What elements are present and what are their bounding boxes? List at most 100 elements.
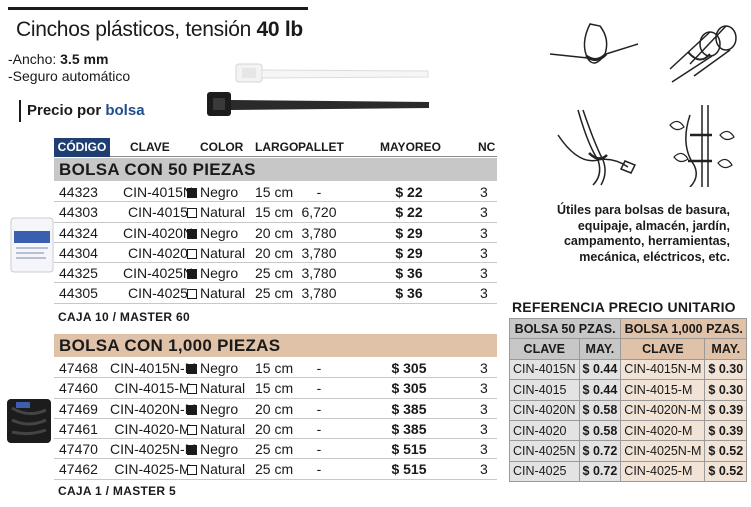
- cell-code: 47462: [59, 461, 98, 478]
- section-bag-1000-packing: CAJA 1 / MASTER 5: [58, 484, 177, 498]
- cell-mayoreo: $ 385: [391, 420, 427, 437]
- table-row: CIN-4025 $ 0.72 CIN-4025-M $ 0.52: [509, 460, 748, 483]
- col-clave-header: CLAVE: [130, 140, 170, 154]
- cell-nc: 3: [480, 265, 488, 282]
- ref-may-header: MAY.: [578, 338, 622, 360]
- cell-mayoreo: $ 22: [395, 184, 423, 200]
- cell-nc: 3: [480, 441, 488, 458]
- cell-nc: 3: [480, 285, 488, 302]
- cell-color: Natural: [187, 203, 245, 221]
- cell-clave: CIN-4020N-M: [110, 400, 197, 417]
- color-label: Natural: [200, 380, 246, 397]
- ref-price-50: $ 0.44: [578, 379, 622, 401]
- cell-pallet: -: [316, 461, 322, 478]
- cell-code: 47460: [59, 380, 98, 397]
- cell-mayoreo: $ 36: [395, 285, 423, 302]
- color-swatch: [187, 289, 197, 300]
- cell-largo: 25 cm: [255, 441, 294, 458]
- cell-clave: CIN-4025: [128, 285, 188, 302]
- black-cable-tie-image: [207, 92, 429, 116]
- ref-clave-header: CLAVE: [509, 338, 580, 360]
- cell-color: Negro: [187, 440, 238, 458]
- table-row: CIN-4025N $ 0.72 CIN-4025N-M $ 0.52: [509, 440, 748, 462]
- ref-price-1000: $ 0.30: [704, 379, 748, 401]
- cell-nc: 3: [480, 400, 488, 417]
- color-swatch: [187, 465, 197, 476]
- cell-code: 44323: [59, 184, 98, 200]
- ref-price-50: $ 0.44: [578, 358, 622, 381]
- cell-nc: 3: [480, 244, 488, 261]
- section-bag-1000-title: BOLSA CON 1,000 PIEZAS: [54, 334, 497, 357]
- color-label: Negro: [200, 400, 239, 417]
- cell-code: 44304: [59, 244, 98, 261]
- color-swatch: [187, 248, 197, 259]
- cell-pallet: -: [316, 380, 322, 397]
- ref-price-1000: $ 0.52: [704, 440, 748, 462]
- cell-pallet: 6,720: [301, 204, 337, 221]
- cable-bundle-illustration: [557, 109, 637, 186]
- white-cable-tie-image: [235, 63, 429, 83]
- cell-code: 44303: [59, 204, 98, 221]
- cell-clave: CIN-4015-M: [114, 380, 191, 397]
- color-label: Natural: [200, 461, 246, 478]
- cell-mayoreo: $ 515: [391, 461, 427, 478]
- ref-group-50: BOLSA 50 PZAS.: [508, 317, 622, 340]
- ref-clave-50: CIN-4025: [509, 460, 580, 483]
- ref-may-header: MAY.: [704, 338, 748, 360]
- cell-pallet: -: [316, 441, 322, 458]
- col-nc-header: NC: [478, 140, 496, 154]
- color-swatch: [187, 188, 197, 198]
- cell-largo: 20 cm: [255, 244, 294, 261]
- cell-color: Natural: [187, 420, 245, 438]
- color-label: Natural: [200, 285, 246, 302]
- table-row: 44305 CIN-4025 Natural 25 cm 3,780 $ 36 3: [54, 283, 497, 304]
- usage-line: equipaje, almacén, jardín,: [577, 218, 730, 233]
- ref-clave-50: CIN-4020: [509, 419, 580, 442]
- usage-line: campamento, herramientas,: [563, 234, 730, 248]
- color-label: Natural: [200, 420, 246, 437]
- table-row: 47461 CIN-4020-M Natural 20 cm - $ 385 3: [54, 419, 497, 440]
- cell-code: 47468: [59, 360, 98, 376]
- cell-mayoreo: $ 29: [395, 224, 423, 241]
- color-swatch: [187, 208, 197, 219]
- cell-nc: 3: [480, 380, 488, 397]
- ref-clave-1000: CIN-4015N-M: [620, 358, 706, 381]
- usage-line: Útiles para bolsas de basura,: [557, 203, 730, 217]
- cell-clave: CIN-4020N: [122, 224, 194, 241]
- color-swatch: [187, 269, 197, 280]
- table-row: 44323 CIN-4015N Negro 15 cm - $ 22 3: [54, 182, 497, 203]
- cell-color: Negro: [187, 359, 238, 377]
- color-label: Negro: [200, 224, 239, 241]
- table-row: 44304 CIN-4020 Natural 20 cm 3,780 $ 29 3: [54, 243, 497, 264]
- cell-pallet: -: [316, 400, 322, 417]
- cell-nc: 3: [480, 204, 488, 221]
- col-color-header: COLOR: [200, 140, 244, 154]
- table-row: 47468 CIN-4015N-M Negro 15 cm - $ 305 3: [54, 358, 497, 379]
- cell-code: 44324: [59, 224, 98, 241]
- cell-code: 44325: [59, 265, 98, 282]
- cell-clave: CIN-4015N-M: [110, 360, 197, 376]
- cell-largo: 20 cm: [255, 224, 294, 241]
- cell-mayoreo: $ 515: [391, 441, 427, 458]
- ref-group-1000: BOLSA 1,000 PZAS.: [620, 317, 748, 340]
- price-per-bag-label: Precio por bolsa: [19, 100, 145, 122]
- color-label: Negro: [200, 360, 239, 376]
- spec-width: -Ancho: 3.5 mm: [8, 51, 109, 67]
- color-swatch: [187, 424, 197, 435]
- section-bag-50-rows: 44323 CIN-4015N Negro 15 cm - $ 22 3 44303 CIN-4…: [54, 182, 497, 304]
- color-swatch: [187, 404, 197, 415]
- cell-clave: CIN-4020-M: [114, 420, 191, 437]
- table-row: 47470 CIN-4025N-M Negro 25 cm - $ 515 3: [54, 439, 497, 460]
- cell-color: Negro: [187, 224, 238, 242]
- cell-largo: 25 cm: [255, 285, 294, 302]
- col-code-header: CÓDIGO: [54, 138, 110, 157]
- cell-clave: CIN-4025-M: [114, 461, 191, 478]
- cell-clave: CIN-4025N: [122, 265, 194, 282]
- cell-largo: 20 cm: [255, 420, 294, 437]
- color-swatch: [187, 364, 197, 374]
- cell-largo: 20 cm: [255, 400, 294, 417]
- cell-code: 47461: [59, 420, 98, 437]
- top-rule: [8, 7, 308, 10]
- cell-color: Negro: [187, 400, 238, 418]
- ref-clave-1000: CIN-4020N-M: [620, 399, 706, 421]
